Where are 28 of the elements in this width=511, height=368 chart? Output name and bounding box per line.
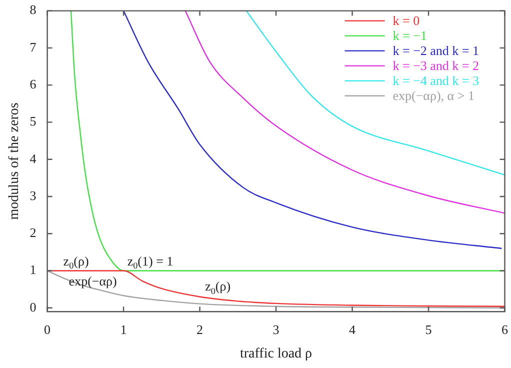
legend-label: k = −1 bbox=[392, 28, 427, 43]
legend-label: k = −4 and k = 3 bbox=[392, 72, 480, 88]
x-tick-label: 1 bbox=[120, 322, 127, 337]
legend-label: k = 0 bbox=[392, 12, 420, 28]
y-axis-title: modulus of the zeros bbox=[7, 102, 22, 220]
legend-label: k = −3 and k = 2 bbox=[392, 58, 480, 73]
x-tick-label: 0 bbox=[44, 322, 51, 337]
x-tick-label: 3 bbox=[272, 322, 280, 337]
x-tick-label: 5 bbox=[425, 322, 432, 337]
y-tick-label: 6 bbox=[30, 76, 37, 92]
x-axis-title: traffic load ρ bbox=[240, 346, 312, 362]
x-tick-label: 4 bbox=[349, 322, 356, 337]
y-tick-label: 5 bbox=[30, 114, 36, 129]
y-tick-label: 2 bbox=[30, 225, 36, 240]
x-tick-label: 6 bbox=[502, 322, 508, 337]
y-tick-label: 4 bbox=[30, 150, 37, 166]
legend-label: k = −2 and k = 1 bbox=[392, 42, 480, 58]
y-tick-label: 7 bbox=[30, 39, 37, 54]
line-series bbox=[184, 10, 505, 214]
line-series bbox=[122, 10, 502, 250]
y-tick-label: 0 bbox=[30, 299, 36, 314]
y-tick-label: 1 bbox=[30, 262, 36, 278]
line-series bbox=[246, 10, 505, 176]
y-tick-label: 8 bbox=[30, 2, 36, 18]
y-tick-label: 3 bbox=[30, 188, 36, 203]
x-tick-label: 2 bbox=[196, 322, 204, 337]
annotation: exp(−αρ) bbox=[68, 274, 117, 289]
legend-label: exp(−αρ), α > 1 bbox=[392, 88, 474, 103]
